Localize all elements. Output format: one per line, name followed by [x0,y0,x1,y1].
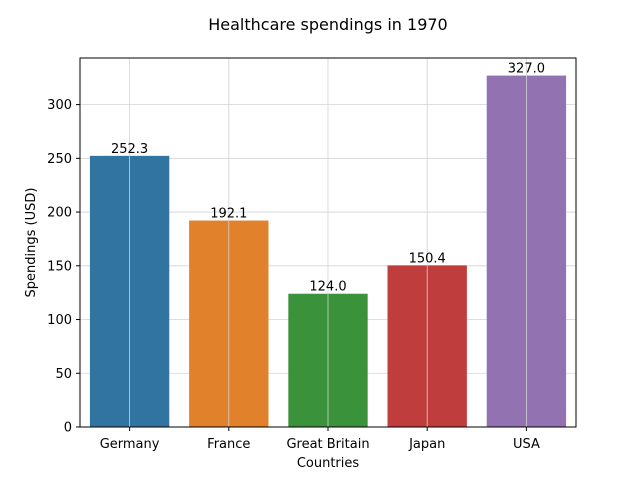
x-axis: Germany France Great Britain Japan USA [100,427,540,452]
vertical-grid-layer [129,58,527,427]
x-tick-label: Germany [100,437,160,452]
x-tick-label: France [207,437,250,452]
y-axis: 0 50 100 150 200 250 300 [47,98,80,436]
y-tick-label: 250 [47,152,72,167]
data-labels: 252.3 192.1 124.0 150.4 327.0 [111,62,545,295]
y-tick-label: 0 [64,421,72,436]
y-tick-label: 100 [47,313,72,328]
x-tick-label: Japan [408,437,445,452]
chart-title: Healthcare spendings in 1970 [208,15,447,34]
data-label: 327.0 [508,62,545,77]
y-tick-label: 50 [55,367,72,382]
x-tick-label: USA [513,437,540,452]
y-tick-label: 150 [47,259,72,274]
x-axis-label: Countries [297,456,360,471]
data-label: 124.0 [309,280,346,295]
y-axis-label: Spendings (USD) [24,188,39,298]
data-label: 150.4 [409,251,446,266]
x-tick-label: Great Britain [286,437,369,452]
data-label: 192.1 [210,207,247,222]
y-tick-label: 200 [47,206,72,221]
data-label: 252.3 [111,142,148,157]
y-tick-label: 300 [47,98,72,113]
